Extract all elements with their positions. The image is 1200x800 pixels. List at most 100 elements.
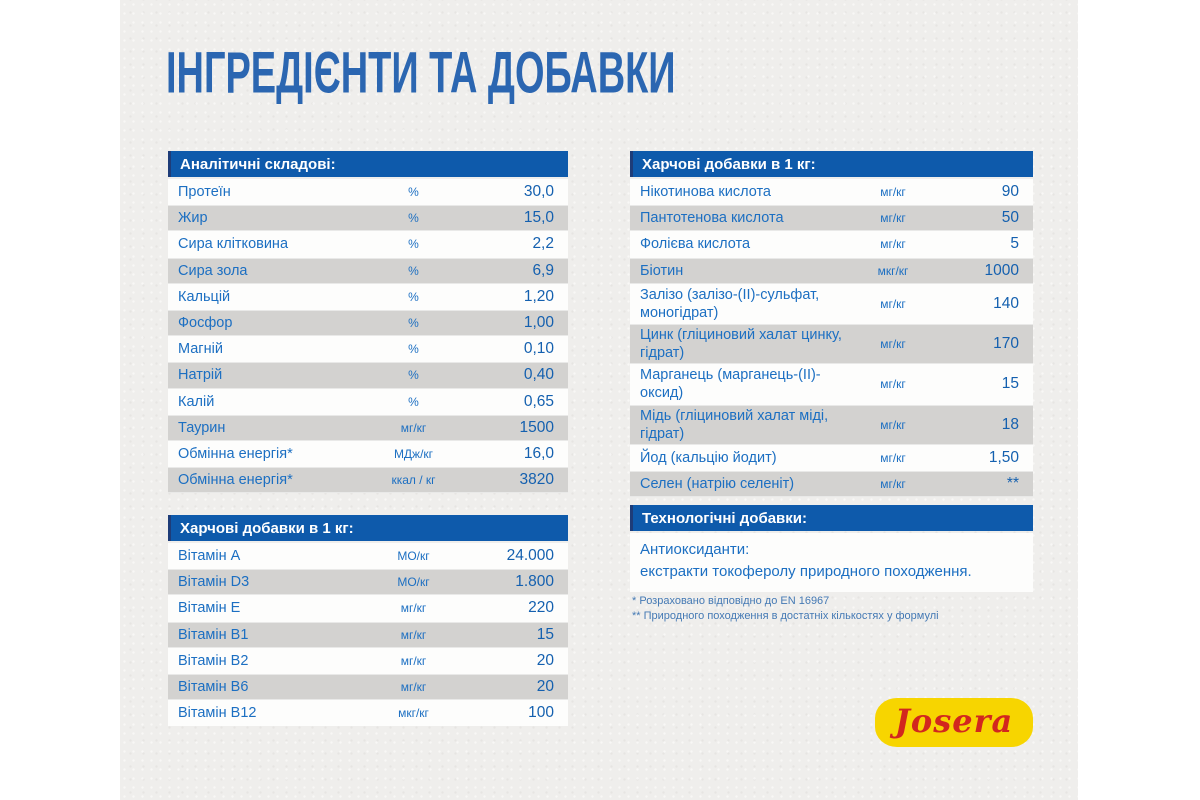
- row-value: 20: [536, 651, 554, 669]
- footnotes: * Розраховано відповідно до EN 16967 ** …: [632, 594, 939, 625]
- additives-rows: Нікотинова кислота мг/кг 90 Пантотенова …: [630, 179, 1033, 498]
- row-value: 0,65: [523, 392, 554, 410]
- table-row: Вітамін B12 мкг/кг 100: [168, 700, 568, 727]
- row-label: Вітамін D3: [178, 574, 250, 591]
- technological-body: Антиоксиданти: екстракти токоферолу прир…: [630, 533, 1033, 592]
- table-row: Натрій % 0,40: [168, 362, 568, 389]
- tocopherol-line: екстракти токоферолу природного походжен…: [640, 562, 972, 580]
- row-value: 1,50: [988, 448, 1019, 466]
- table-row: Вітамін D3 МО/кг 1.800: [168, 569, 568, 596]
- table-row: Вітамін B1 мг/кг 15: [168, 621, 568, 648]
- row-value: 100: [528, 704, 554, 722]
- row-label: Сира клітковина: [178, 236, 289, 253]
- row-label: Фолієва кислота: [640, 236, 751, 253]
- josera-logo: Josera: [875, 698, 1033, 747]
- table-row: Нікотинова кислота мг/кг 90: [630, 179, 1033, 206]
- table-row: Магній % 0,10: [168, 336, 568, 363]
- row-label: Йод (кальцію йодит): [640, 449, 777, 466]
- footnote-2: ** Природного походження в достатніх кіл…: [632, 610, 939, 623]
- row-label: Вітамін E: [178, 600, 241, 617]
- row-unit: %: [408, 263, 419, 278]
- row-label: Селен (натрію селеніт): [640, 475, 795, 492]
- table-row: Вітамін E мг/кг 220: [168, 595, 568, 622]
- row-value: 0,10: [523, 340, 554, 358]
- row-unit: мг/кг: [880, 377, 906, 392]
- row-unit: %: [408, 211, 419, 226]
- row-label: Вітамін B12: [178, 705, 257, 722]
- table-row: Протеїн % 30,0: [168, 179, 568, 206]
- row-label: Натрій: [178, 367, 223, 384]
- row-unit: мг/кг: [880, 337, 906, 352]
- row-value: 1,20: [523, 287, 554, 305]
- row-unit: ккал / кг: [391, 473, 436, 488]
- table-header-label: Харчові добавки в 1 кг:: [180, 519, 354, 537]
- row-unit: мг/кг: [400, 420, 427, 435]
- paper-background: ІНГРЕДІЄНТИ ТА ДОБАВКИ Аналітичні складо…: [120, 0, 1078, 800]
- nutritional-additives-table: Харчові добавки в 1 кг: Нікотинова кисло…: [630, 151, 1033, 498]
- row-value: 0,40: [523, 366, 554, 384]
- table-row: Селен (натрію селеніт) мг/кг **: [630, 470, 1033, 498]
- analytical-components-table: Аналітичні складові: Протеїн % 30,0 Жир …: [168, 151, 568, 494]
- row-value: 1000: [984, 261, 1019, 279]
- table-row: Залізо (залізо-(II)-сульфат, моногідрат)…: [630, 283, 1033, 324]
- row-unit: мкг/кг: [398, 706, 429, 721]
- row-label: Марганець (марганець-(II)-оксид): [640, 367, 821, 402]
- row-unit: мг/кг: [400, 653, 427, 668]
- row-label: Жир: [178, 210, 208, 227]
- table-row: Вітамін B6 мг/кг 20: [168, 673, 568, 701]
- table-row: Сира зола % 6,9: [168, 257, 568, 284]
- row-value: 18: [1001, 415, 1019, 433]
- table-header-label: Харчові добавки в 1 кг:: [642, 155, 816, 173]
- row-unit: мг/кг: [880, 477, 906, 492]
- row-unit: МО/кг: [397, 575, 430, 590]
- row-unit: МО/кг: [397, 549, 430, 564]
- page-title: ІНГРЕДІЄНТИ ТА ДОБАВКИ: [166, 41, 676, 107]
- row-value: 30,0: [523, 183, 554, 201]
- table-row: Обмінна енергія* ккал / кг 3820: [168, 467, 568, 494]
- table-row: Фолієва кислота мг/кг 5: [630, 231, 1033, 258]
- table-row: Пантотенова кислота мг/кг 50: [630, 205, 1033, 232]
- row-unit: мкг/кг: [877, 263, 909, 278]
- technological-additives-table: Технологічні добавки: Антиоксиданти: екс…: [630, 505, 1033, 592]
- row-value: 1500: [519, 418, 554, 436]
- row-label: Пантотенова кислота: [640, 210, 784, 227]
- row-value: 140: [993, 294, 1019, 312]
- row-value: 1.800: [515, 573, 554, 591]
- row-value: 6,9: [532, 261, 554, 279]
- row-label: Мідь (гліциновий халат міді, гідрат): [640, 407, 829, 442]
- row-unit: мг/кг: [880, 296, 906, 311]
- table-header-label: Аналітичні складові:: [180, 155, 336, 173]
- row-label: Калій: [178, 393, 215, 410]
- row-label: Вітамін B2: [178, 652, 249, 669]
- table-header-label: Технологічні добавки:: [642, 509, 807, 527]
- table-row: Кальцій % 1,20: [168, 283, 568, 310]
- row-unit: мг/кг: [880, 417, 906, 432]
- antioxidants-line: Антиоксиданти:: [640, 541, 750, 558]
- row-label: Протеїн: [178, 184, 231, 201]
- row-label: Таурин: [178, 419, 226, 436]
- table-row: Вітамін A МО/кг 24.000: [168, 543, 568, 570]
- row-value: 20: [536, 678, 554, 696]
- vitamins-rows: Вітамін A МО/кг 24.000 Вітамін D3 МО/кг …: [168, 543, 568, 727]
- row-label: Обмінна енергія*: [178, 472, 293, 489]
- row-unit: %: [408, 394, 419, 409]
- row-unit: мг/кг: [400, 680, 427, 695]
- row-unit: мг/кг: [400, 601, 427, 616]
- row-value: 15: [1001, 375, 1019, 393]
- row-label: Нікотинова кислота: [640, 184, 771, 201]
- row-value: 16,0: [523, 444, 554, 462]
- table-row: Вітамін B2 мг/кг 20: [168, 647, 568, 674]
- row-value: 3820: [519, 471, 554, 489]
- table-row: Мідь (гліциновий халат міді, гідрат) мг/…: [630, 404, 1033, 445]
- row-value: 2,2: [532, 235, 554, 253]
- row-unit: мг/кг: [400, 627, 427, 642]
- row-value: 90: [1001, 183, 1019, 201]
- row-unit: мг/кг: [880, 237, 906, 252]
- footnote-1: * Розраховано відповідно до EN 16967: [632, 595, 830, 607]
- vitamins-table: Харчові добавки в 1 кг: Вітамін A МО/кг …: [168, 515, 568, 727]
- table-row: Фосфор % 1,00: [168, 309, 568, 337]
- technological-table-header: Технологічні добавки:: [630, 505, 1033, 531]
- row-value: 15: [536, 625, 554, 643]
- table-row: Жир % 15,0: [168, 205, 568, 232]
- row-label: Вітамін B1: [178, 626, 249, 643]
